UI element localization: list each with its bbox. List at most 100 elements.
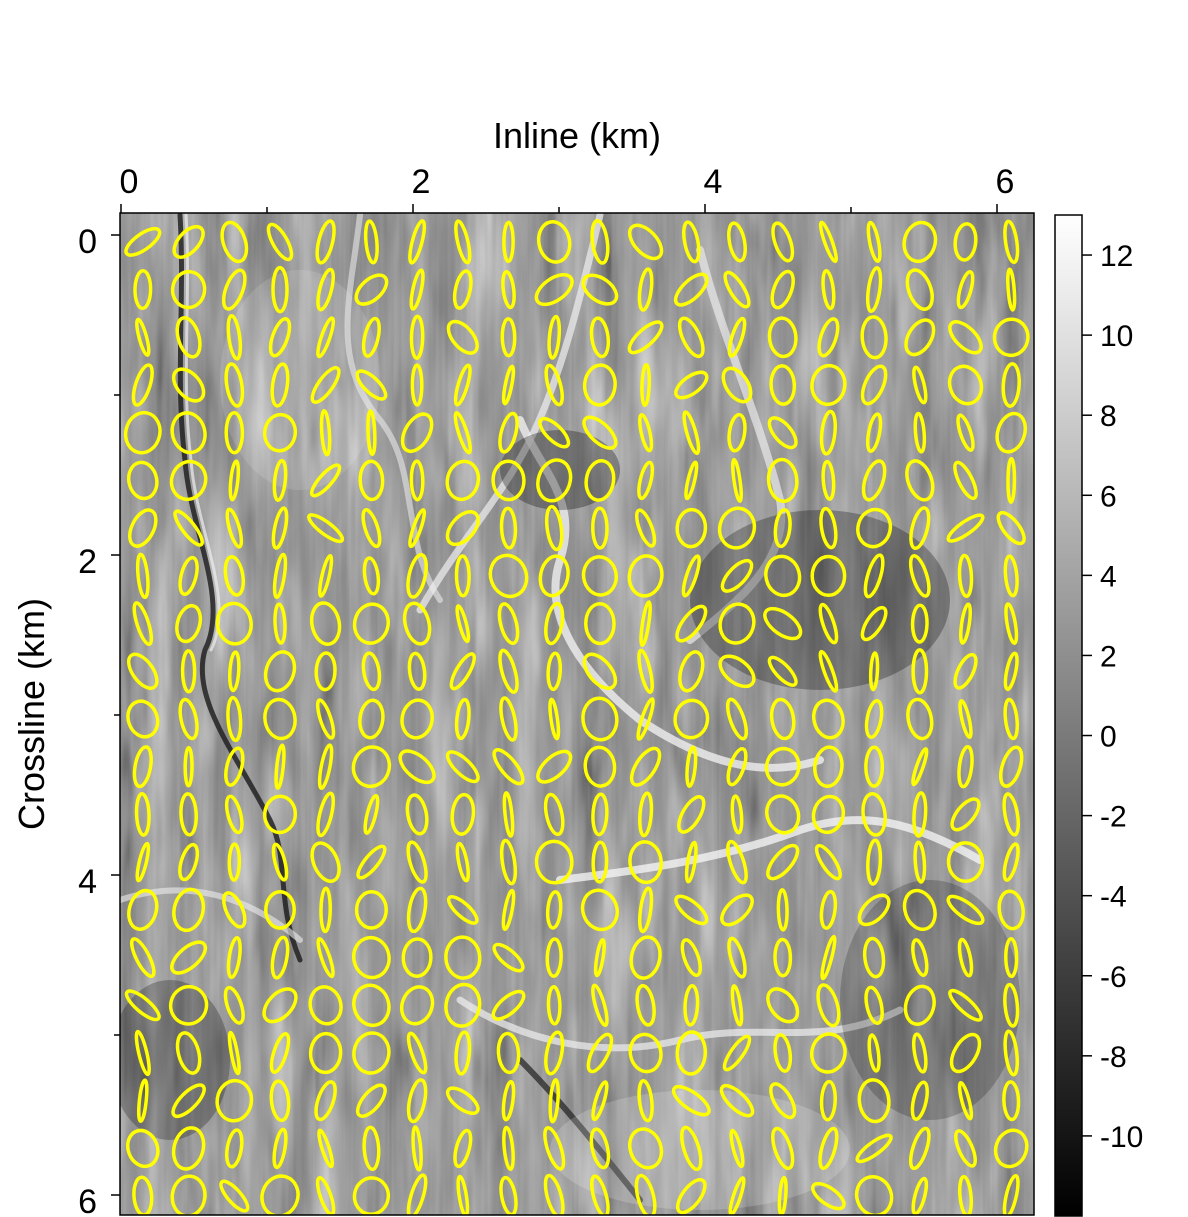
orientation-ellipse <box>957 1174 974 1215</box>
orientation-ellipse <box>491 459 526 502</box>
orientation-ellipse <box>584 458 616 502</box>
orientation-ellipse <box>273 602 287 645</box>
orientation-ellipse <box>581 555 619 597</box>
orientation-ellipse <box>957 744 974 789</box>
orientation-ellipse <box>905 459 935 502</box>
orientation-ellipse <box>864 745 885 788</box>
orientation-ellipse <box>863 553 885 599</box>
orientation-ellipse <box>764 746 801 787</box>
orientation-ellipse <box>958 699 973 739</box>
orientation-ellipse <box>123 410 162 455</box>
orientation-ellipse <box>637 1078 654 1123</box>
orientation-ellipse <box>908 554 931 598</box>
orientation-ellipse <box>637 648 654 694</box>
orientation-ellipse <box>590 1174 610 1215</box>
orientation-ellipse <box>956 269 975 310</box>
orientation-ellipse <box>581 273 619 306</box>
orientation-ellipse <box>400 698 434 740</box>
orientation-ellipse <box>352 1031 391 1075</box>
orientation-ellipse <box>543 1173 565 1215</box>
orientation-ellipse <box>773 508 792 549</box>
orientation-ellipse <box>363 219 379 265</box>
colorbar-tick-label: -8 <box>1100 1041 1127 1074</box>
orientation-ellipse <box>496 1031 521 1075</box>
orientation-ellipse <box>224 794 244 835</box>
orientation-ellipse <box>773 937 793 978</box>
orientation-ellipse <box>170 940 208 975</box>
orientation-ellipse <box>627 1127 664 1170</box>
orientation-ellipse <box>954 1129 977 1168</box>
orientation-ellipse <box>410 363 424 407</box>
orientation-ellipse <box>810 1181 846 1211</box>
orientation-ellipse <box>591 983 609 1028</box>
y-axis-title: Crossline (km) <box>11 598 52 830</box>
orientation-ellipse <box>170 411 207 455</box>
orientation-ellipse <box>454 219 472 265</box>
orientation-ellipse <box>227 650 241 693</box>
orientation-ellipse <box>502 791 515 838</box>
orientation-ellipse <box>409 314 425 360</box>
orientation-ellipses <box>123 219 1030 1215</box>
orientation-ellipse <box>221 268 247 311</box>
orientation-ellipse <box>819 506 838 550</box>
orientation-ellipse <box>137 1078 149 1124</box>
orientation-ellipse <box>771 221 795 263</box>
orientation-ellipse <box>767 655 798 687</box>
orientation-ellipse <box>128 508 158 548</box>
orientation-ellipse <box>307 513 345 544</box>
orientation-ellipse <box>996 510 1026 546</box>
orientation-ellipse <box>219 1179 250 1213</box>
orientation-ellipse <box>628 840 663 885</box>
orientation-ellipse <box>911 1176 929 1215</box>
x-tick-label: 2 <box>412 163 431 201</box>
orientation-ellipse <box>180 649 197 694</box>
orientation-ellipse <box>718 654 756 689</box>
orientation-ellipse <box>902 220 938 264</box>
orientation-ellipse <box>821 459 836 501</box>
orientation-ellipse <box>818 1126 839 1171</box>
orientation-ellipse <box>637 267 654 312</box>
orientation-ellipse <box>627 223 664 261</box>
orientation-ellipse <box>913 411 927 454</box>
orientation-ellipse <box>316 316 336 359</box>
orientation-ellipse <box>819 409 838 456</box>
y-tick-label: 0 <box>78 223 97 261</box>
orientation-ellipse <box>224 410 245 455</box>
orientation-ellipse <box>129 937 156 979</box>
orientation-ellipse <box>638 791 654 838</box>
plot-frame <box>119 212 1035 1216</box>
y-axis: 0 2 4 6 <box>78 223 120 1217</box>
orientation-ellipse <box>444 935 482 980</box>
orientation-ellipse <box>133 269 153 311</box>
orientation-ellipse <box>356 844 387 880</box>
orientation-ellipse <box>723 270 751 309</box>
orientation-ellipse <box>400 412 434 454</box>
orientation-ellipse <box>263 697 297 741</box>
orientation-ellipse <box>860 605 888 642</box>
orientation-ellipse <box>134 791 151 837</box>
orientation-ellipse <box>589 316 611 359</box>
orientation-ellipse <box>268 317 292 358</box>
orientation-ellipse <box>124 226 162 257</box>
orientation-ellipse <box>127 888 159 931</box>
orientation-ellipse <box>763 606 803 641</box>
orientation-ellipse <box>536 220 572 264</box>
orientation-ellipse <box>227 1030 241 1076</box>
orientation-ellipse <box>634 1173 657 1215</box>
orientation-ellipse <box>409 459 425 502</box>
orientation-ellipse <box>580 888 620 932</box>
orientation-ellipse <box>765 794 801 835</box>
orientation-ellipse <box>591 840 609 884</box>
orientation-ellipse <box>272 552 288 600</box>
orientation-ellipse <box>678 650 705 693</box>
orientation-ellipse <box>957 937 974 978</box>
orientation-ellipse <box>314 1080 337 1122</box>
orientation-ellipse <box>170 1174 207 1215</box>
orientation-ellipse <box>455 604 471 644</box>
colorbar-tick-label: 2 <box>1100 640 1117 673</box>
orientation-ellipse <box>225 507 244 549</box>
orientation-ellipse <box>857 1078 891 1124</box>
orientation-ellipse <box>1003 1029 1020 1077</box>
orientation-ellipse <box>263 650 297 693</box>
orientation-ellipse <box>497 602 520 646</box>
